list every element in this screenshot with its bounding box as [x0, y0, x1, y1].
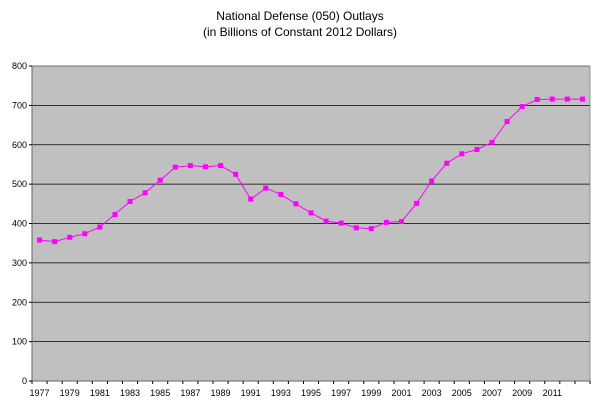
x-tick-label-1995: 1995 — [301, 388, 321, 398]
data-point-1981 — [97, 224, 103, 230]
x-tick-label-2001: 2001 — [391, 388, 411, 398]
data-point-1978 — [52, 239, 58, 245]
x-tick-label-1985: 1985 — [150, 388, 170, 398]
x-tick-label-1993: 1993 — [271, 388, 291, 398]
data-point-1995 — [308, 210, 314, 216]
data-point-1998 — [353, 225, 359, 231]
x-tick-label-2003: 2003 — [422, 388, 442, 398]
data-point-1977 — [37, 237, 43, 243]
data-point-2002 — [414, 200, 420, 206]
data-point-1991 — [248, 196, 254, 202]
x-tick-label-1977: 1977 — [30, 388, 50, 398]
data-point-1986 — [172, 164, 178, 170]
x-tick-label-1991: 1991 — [241, 388, 261, 398]
data-point-1997 — [338, 220, 344, 226]
x-tick-label-1997: 1997 — [331, 388, 351, 398]
data-point-2000 — [383, 219, 389, 225]
x-tick-label-2009: 2009 — [512, 388, 532, 398]
y-tick-label-400: 400 — [12, 219, 27, 229]
data-point-1980 — [82, 231, 88, 237]
data-point-1999 — [368, 226, 374, 232]
y-tick-label-600: 600 — [12, 140, 27, 150]
x-tick-label-2011: 2011 — [543, 388, 562, 398]
y-tick-label-700: 700 — [12, 100, 27, 110]
y-tick-label-100: 100 — [12, 337, 27, 347]
chart-title-block: National Defense (050) Outlays (in Billi… — [0, 8, 600, 40]
data-point-2005 — [459, 151, 465, 157]
data-point-1979 — [67, 234, 73, 240]
y-tick-label-200: 200 — [12, 297, 27, 307]
data-point-2007 — [489, 139, 495, 145]
data-point-1988 — [202, 164, 208, 170]
data-point-2001 — [398, 219, 404, 225]
data-point-2010 — [534, 96, 540, 102]
data-point-2012 — [564, 96, 570, 102]
y-axis-ticks: 0 100 200 300 400 500 600 700 800 — [12, 61, 32, 386]
data-point-2011 — [549, 96, 555, 102]
data-point-1989 — [218, 163, 224, 169]
data-point-2003 — [429, 178, 435, 184]
data-point-2006 — [474, 146, 480, 152]
x-tick-label-1983: 1983 — [120, 388, 140, 398]
chart-subtitle: (in Billions of Constant 2012 Dollars) — [202, 25, 398, 39]
x-tick-label-2005: 2005 — [452, 388, 472, 398]
y-tick-label-800: 800 — [12, 61, 27, 71]
series-layer — [37, 96, 585, 245]
data-point-2004 — [444, 160, 450, 166]
x-tick-label-1989: 1989 — [210, 388, 230, 398]
x-tick-label-1979: 1979 — [60, 388, 80, 398]
x-tick-label-1987: 1987 — [180, 388, 200, 398]
x-tick-label-1999: 1999 — [361, 388, 381, 398]
data-point-1992 — [263, 185, 269, 191]
data-point-2008 — [504, 119, 510, 125]
y-tick-label-0: 0 — [22, 376, 27, 386]
data-point-1990 — [233, 171, 239, 177]
x-axis-ticks: 1977 1979 1981 1983 1985 1987 1989 1991 1993 1995… — [30, 381, 591, 398]
data-point-1987 — [187, 163, 193, 169]
y-tick-label-300: 300 — [12, 258, 27, 268]
data-point-1993 — [278, 191, 284, 197]
x-tick-label-1981: 1981 — [90, 388, 110, 398]
data-point-1994 — [293, 201, 299, 207]
x-tick-label-2007: 2007 — [482, 388, 502, 398]
data-point-1983 — [127, 198, 133, 204]
data-point-2013 — [579, 96, 585, 102]
data-point-2009 — [519, 104, 525, 110]
data-point-1984 — [142, 190, 148, 196]
y-tick-label-500: 500 — [12, 179, 27, 189]
data-point-1985 — [157, 177, 163, 183]
data-point-1982 — [112, 211, 118, 217]
data-point-1996 — [323, 218, 329, 224]
chart-title: National Defense (050) Outlays — [216, 9, 384, 23]
